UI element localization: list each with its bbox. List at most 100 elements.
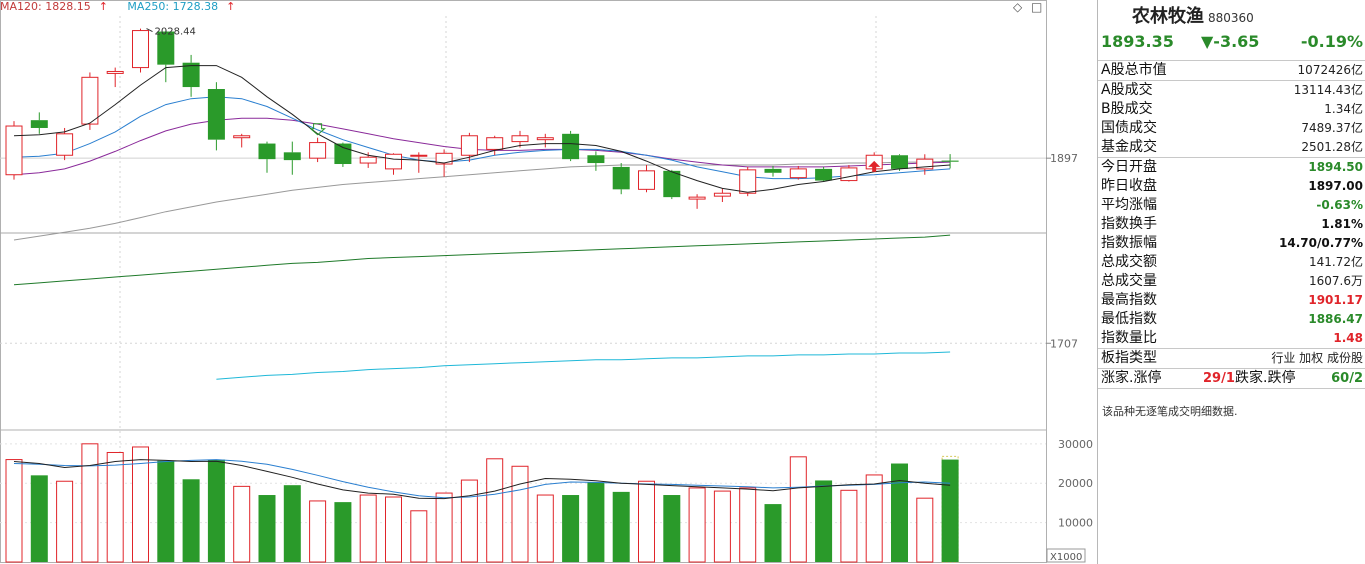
volume-unit-box	[1046, 548, 1086, 563]
volume-bar	[865, 474, 883, 563]
field-row: 指数量比 1.48	[1098, 329, 1365, 348]
volume-bar	[713, 490, 731, 563]
candle-body	[233, 135, 251, 139]
candle-body	[334, 143, 352, 165]
field-row: 总成交量 1607.6万	[1098, 272, 1365, 291]
field-value: 1607.6万	[1309, 274, 1363, 288]
field-value: 1894.50	[1308, 160, 1363, 174]
volume-bar	[359, 494, 377, 563]
field-value: 1897.00	[1308, 179, 1363, 193]
field-label: B股成交	[1101, 101, 1153, 117]
field-value: 13114.43亿	[1293, 83, 1363, 97]
square-icon[interactable]: □	[1031, 0, 1043, 14]
field-value: 1886.47	[1308, 312, 1363, 326]
field-row: A股成交 13114.43亿	[1098, 80, 1365, 100]
field-label: A股成交	[1101, 82, 1153, 98]
volume-bar	[385, 496, 402, 563]
up-arrow-marker	[868, 160, 881, 172]
adv-label: 涨家.涨停	[1101, 370, 1162, 386]
field-row: 平均涨幅 -0.63%	[1098, 196, 1365, 215]
ma250-legend: MA250: 1728.38 ↑	[127, 0, 236, 13]
field-label: 最高指数	[1101, 292, 1157, 308]
volume-bar	[182, 479, 200, 562]
volume-bar	[106, 451, 124, 563]
volume-bar	[916, 497, 934, 563]
field-row: 昨日收盘 1897.00	[1098, 177, 1365, 196]
last-price: 1893.35	[1101, 32, 1174, 51]
volume-bar	[157, 460, 175, 562]
candle-body	[612, 166, 630, 190]
volume-bar	[207, 459, 225, 562]
field-row: 最低指数 1886.47	[1098, 310, 1365, 329]
ma10-line	[13, 96, 951, 180]
volume-bar	[283, 485, 301, 562]
field-row: 基金成交 2501.28亿	[1098, 138, 1365, 157]
candle-body	[916, 158, 934, 170]
candle-body	[815, 168, 833, 181]
ma250-line	[216, 351, 951, 380]
field-row: 今日开盘 1894.50	[1098, 157, 1365, 177]
field-value: 141.72亿	[1309, 255, 1363, 269]
candle-body	[81, 76, 99, 125]
volume-bar	[258, 495, 276, 562]
candle-body	[132, 30, 149, 69]
volume-bar	[891, 463, 908, 562]
candle-body	[435, 152, 453, 165]
volume-ma-line-a	[13, 459, 951, 500]
field-label: 基金成交	[1101, 139, 1157, 155]
volume-unit-label: X1000	[1050, 552, 1082, 563]
volume-bar	[132, 446, 149, 563]
candle-body	[157, 31, 175, 65]
volume-bar	[233, 485, 251, 563]
candle-body	[106, 70, 124, 74]
field-value: 1.34亿	[1324, 102, 1363, 116]
volume-bar	[536, 494, 554, 563]
candle-body	[207, 89, 225, 140]
price-change-pct: -0.19%	[1300, 32, 1363, 51]
candle-body	[840, 167, 858, 182]
volume-bar	[739, 487, 757, 563]
volume-bar	[81, 443, 99, 563]
tick-detail-note: 该品种无逐笔成交明细数据.	[1102, 405, 1238, 418]
volume-tick-label: 20000	[1058, 477, 1093, 490]
volume-bar	[562, 495, 580, 562]
board-type-row: 板指类型 行业 加权 成份股	[1098, 348, 1365, 368]
candle-body	[283, 152, 301, 161]
volume-bar	[56, 480, 74, 563]
diamond-icon[interactable]: ◇	[1013, 0, 1023, 14]
candle-body	[688, 196, 706, 200]
candle-body	[56, 133, 74, 156]
candle-body	[410, 154, 428, 157]
candle-body	[663, 170, 681, 198]
field-label: 国债成交	[1101, 120, 1157, 136]
candle-body	[385, 153, 402, 170]
divider	[1098, 388, 1365, 389]
field-value: 14.70/0.77%	[1279, 236, 1363, 250]
field-label: 昨日收盘	[1101, 178, 1157, 194]
ma120-line	[13, 234, 951, 286]
high-annotation-label: 2028.44	[155, 27, 196, 38]
dec-label: 跌家.跌停	[1235, 370, 1296, 386]
index-code: 880360	[1208, 11, 1254, 25]
candle-body	[587, 155, 605, 164]
field-label: 指数换手	[1101, 216, 1157, 232]
field-row: 指数换手 1.81%	[1098, 215, 1365, 234]
field-label: 指数量比	[1101, 330, 1157, 346]
volume-bar	[815, 480, 833, 562]
field-value: -0.63%	[1316, 198, 1363, 212]
volume-bar	[612, 491, 630, 562]
index-name: 农林牧渔 880360	[1132, 6, 1254, 27]
volume-bar	[663, 495, 681, 562]
high-annotation-pointer	[146, 28, 153, 33]
volume-tick-label: 10000	[1058, 517, 1093, 530]
volume-bar	[435, 492, 453, 563]
field-value: 1.48	[1333, 331, 1363, 345]
ma20-line	[13, 117, 951, 176]
price-volume-chart[interactable]: 1897 1707 30000 20000 10000 X1000 2028.44	[0, 0, 1097, 564]
field-label: 总成交额	[1101, 254, 1157, 270]
candle-body	[309, 142, 327, 159]
candle-body	[891, 155, 908, 169]
adv-value: 29/1	[1203, 371, 1235, 386]
candle-body	[5, 125, 23, 176]
candle-body	[764, 168, 782, 173]
